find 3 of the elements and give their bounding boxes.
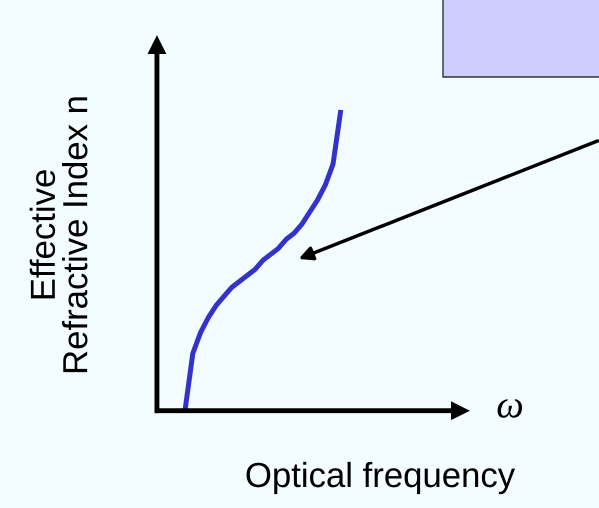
text: ω — [498, 399, 522, 418]
x-axis-title: Optical frequency — [246, 462, 516, 494]
y-axis-title: Effective Refractive Index n — [30, 97, 88, 372]
